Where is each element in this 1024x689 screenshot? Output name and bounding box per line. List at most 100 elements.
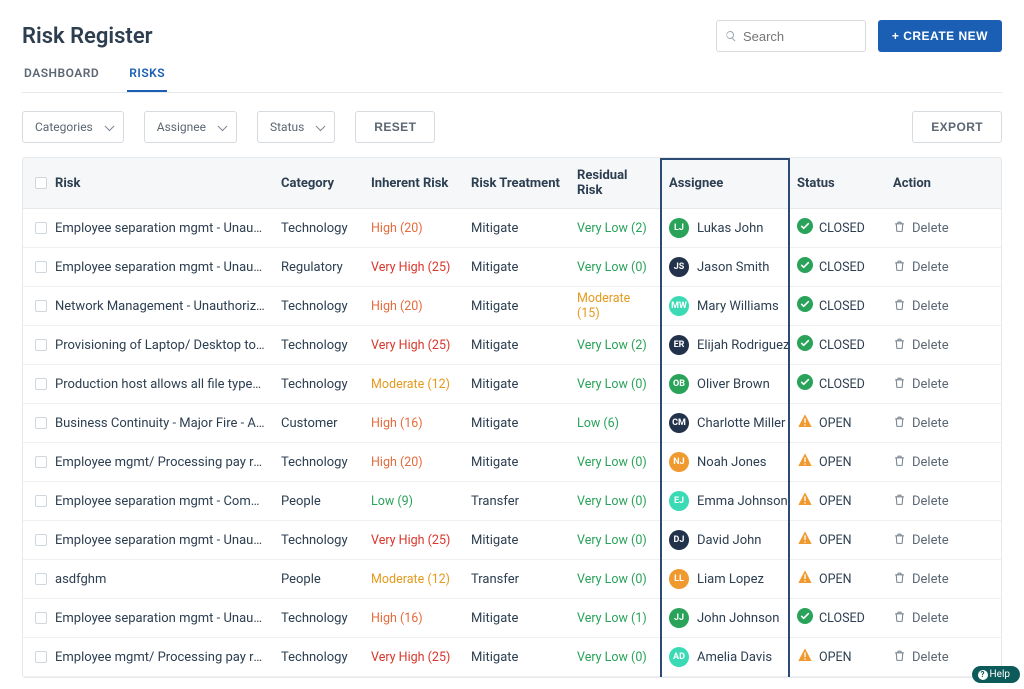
select-all-checkbox[interactable] [35,177,47,189]
search-box[interactable] [716,20,866,52]
row-checkbox[interactable] [35,612,47,624]
row-checkbox[interactable] [35,417,47,429]
avatar: DJ [669,530,689,550]
search-input[interactable] [743,29,857,44]
delete-button[interactable]: Delete [893,571,949,588]
category-text: Technology [281,611,348,626]
table-row[interactable]: Employee mgmt/ Processing pay roll da… T… [23,638,1001,677]
trash-icon [893,493,906,510]
delete-button[interactable]: Delete [893,376,949,393]
delete-label: Delete [912,299,949,314]
row-checkbox[interactable] [35,573,47,585]
avatar: NJ [669,452,689,472]
table-row[interactable]: Business Continuity - Major Fire - Al… C… [23,404,1001,443]
filter-status[interactable]: Status [257,111,335,143]
trash-icon [893,610,906,627]
delete-button[interactable]: Delete [893,337,949,354]
category-text: Technology [281,221,348,236]
status-label: CLOSED [819,338,865,353]
delete-button[interactable]: Delete [893,649,949,666]
status-label: OPEN [819,455,852,470]
status-label: OPEN [819,533,852,548]
residual-risk-text: Moderate (15) [577,291,653,321]
col-header-action[interactable]: Action [885,158,985,208]
delete-label: Delete [912,260,949,275]
delete-button[interactable]: Delete [893,220,949,237]
status-cell: CLOSED [797,374,865,394]
assignee-cell[interactable]: AD Amelia Davis [669,647,772,667]
inherent-risk-text: Very High (25) [371,650,450,665]
col-header-treatment[interactable]: Risk Treatment [463,158,569,208]
table-row[interactable]: Employee separation mgmt - Unauthoriz… T… [23,599,1001,638]
treatment-text: Mitigate [471,611,518,626]
table-row[interactable]: Employee separation mgmt - Unauthoriz… T… [23,521,1001,560]
status-label: CLOSED [819,377,865,392]
tab-risks[interactable]: RISKS [127,66,167,92]
assignee-cell[interactable]: OB Oliver Brown [669,374,770,394]
row-checkbox[interactable] [35,495,47,507]
row-checkbox[interactable] [35,456,47,468]
col-header-category[interactable]: Category [273,158,363,208]
table-row[interactable]: Employee separation mgmt - Unauthoriz… T… [23,209,1001,248]
filter-categories[interactable]: Categories [22,111,124,143]
delete-button[interactable]: Delete [893,610,949,627]
status-label: CLOSED [819,299,865,314]
table-row[interactable]: asdfghm People Moderate (12) Transfer Ve… [23,560,1001,599]
table-row[interactable]: Provisioning of Laptop/ Desktop to em… T… [23,326,1001,365]
col-label: Action [893,176,931,191]
treatment-text: Mitigate [471,650,518,665]
row-checkbox[interactable] [35,339,47,351]
row-checkbox[interactable] [35,261,47,273]
col-header-status[interactable]: Status [789,158,885,208]
assignee-cell[interactable]: CM Charlotte Miller [669,413,785,433]
assignee-cell[interactable]: JJ John Johnson [669,608,779,628]
assignee-cell[interactable]: LJ Lukas John [669,218,763,238]
export-button[interactable]: EXPORT [912,111,1002,143]
assignee-name: Oliver Brown [697,377,770,392]
delete-button[interactable]: Delete [893,415,949,432]
inherent-risk-text: Very High (25) [371,533,450,548]
delete-button[interactable]: Delete [893,532,949,549]
create-new-button[interactable]: + CREATE NEW [878,20,1002,52]
category-text: Technology [281,533,348,548]
table-row[interactable]: Employee separation mgmt - Unauthoriz… R… [23,248,1001,287]
risk-name: Employee separation mgmt - Unauthoriz… [55,260,265,275]
category-text: Technology [281,299,348,314]
delete-button[interactable]: Delete [893,298,949,315]
category-text: People [281,494,321,509]
avatar: CM [669,413,689,433]
residual-risk-text: Low (6) [577,416,619,431]
delete-button[interactable]: Delete [893,259,949,276]
delete-button[interactable]: Delete [893,454,949,471]
col-header-risk[interactable]: Risk [23,158,273,208]
table-row[interactable]: Production host allows all file types… T… [23,365,1001,404]
assignee-cell[interactable]: DJ David John [669,530,761,550]
row-checkbox[interactable] [35,222,47,234]
row-checkbox[interactable] [35,300,47,312]
row-checkbox[interactable] [35,534,47,546]
assignee-cell[interactable]: ER Elijah Rodriguez [669,335,789,355]
status-label: OPEN [819,494,852,509]
table-row[interactable]: Employee mgmt/ Processing pay roll da… T… [23,443,1001,482]
assignee-cell[interactable]: NJ Noah Jones [669,452,767,472]
table-row[interactable]: Employee separation mgmt - Company as… P… [23,482,1001,521]
filter-label: Status [270,120,304,134]
residual-risk-text: Very Low (0) [577,260,647,275]
row-checkbox[interactable] [35,378,47,390]
delete-button[interactable]: Delete [893,493,949,510]
help-button[interactable]: Help [972,666,1020,683]
assignee-cell[interactable]: LL Liam Lopez [669,569,764,589]
row-checkbox[interactable] [35,651,47,663]
assignee-cell[interactable]: JS Jason Smith [669,257,769,277]
col-header-assignee[interactable]: Assignee [661,158,789,208]
col-header-residual[interactable]: Residual Risk [569,158,661,208]
status-icon [797,608,813,628]
assignee-cell[interactable]: EJ Emma Johnson [669,491,788,511]
assignee-cell[interactable]: MW Mary Williams [669,296,779,316]
table-row[interactable]: Network Management - Unauthorized log… T… [23,287,1001,326]
reset-button[interactable]: RESET [355,111,435,143]
tab-dashboard[interactable]: DASHBOARD [22,66,101,92]
treatment-text: Mitigate [471,455,518,470]
col-header-inherent[interactable]: Inherent Risk [363,158,463,208]
filter-assignee[interactable]: Assignee [144,111,237,143]
